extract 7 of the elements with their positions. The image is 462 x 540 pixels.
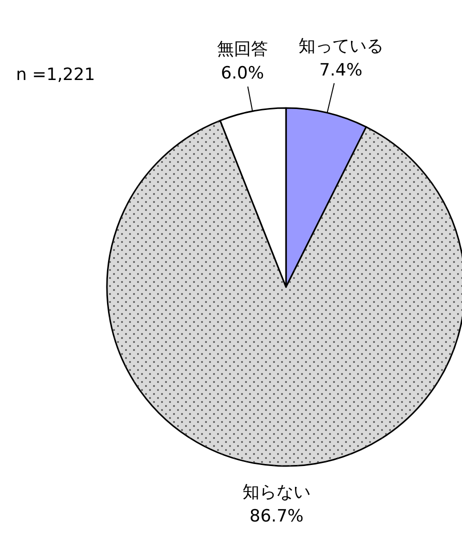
text: n =1,221	[16, 65, 96, 85]
data-label: 86.7%	[250, 506, 304, 527]
slice-label: 知らない	[242, 482, 311, 503]
data-label: 6.0%	[220, 63, 264, 84]
slice-label: 知っている	[298, 36, 384, 56]
slice-label: 無回答	[216, 39, 268, 60]
data-label: 7.4%	[319, 60, 362, 80]
